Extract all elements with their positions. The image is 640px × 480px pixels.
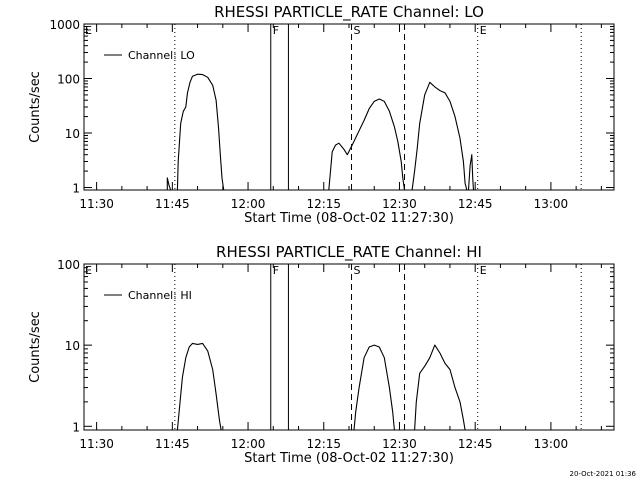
y-tick-label: 1 [72,420,80,434]
x-tick-label: 12:00 [231,197,266,211]
chart-panel-hi: RHESSI PARTICLE_RATE Channel: HI 11:30 11:… [28,243,615,466]
event-marker-label: S [354,264,361,277]
y-tick-label: 100 [57,73,80,87]
event-marker-label: F [273,264,279,277]
chart-title: RHESSI PARTICLE_RATE Channel: HI [216,243,482,262]
series-line-segment [328,98,406,191]
edge-marker-label: E [85,264,92,277]
x-tick-label: 12:00 [231,437,266,451]
event-marker-label: E [480,264,487,277]
x-tick-label: 11:30 [79,437,114,451]
y-tick-label: 100 [57,258,80,272]
event-marker-label: E [480,24,487,37]
series-line-segment [414,344,466,431]
series-line-segment [353,344,395,431]
series-line-segment [411,81,468,191]
legend-label: Channel: HI [128,289,192,302]
x-tick-label: 12:30 [382,437,417,451]
event-marker-label: S [354,24,361,37]
y-axis-label: Counts/sec [28,311,43,383]
x-tick-label: 12:30 [382,197,417,211]
y-tick-label: 1000 [49,18,80,32]
series-line-segment [176,342,222,431]
x-tick-label: 13:00 [534,437,569,451]
chart-panel-lo: RHESSI PARTICLE_RATE Channel: LO 11:30 11:… [28,3,615,226]
x-axis-label: Start Time (08-Oct-02 11:27:30) [244,451,454,466]
legend: Channel: LO [104,49,195,62]
series-line-segment [467,154,475,191]
x-tick-label: 11:30 [79,197,114,211]
y-tick-label: 10 [65,339,80,353]
series-line-segment [166,177,172,191]
legend-label: Channel: LO [128,49,195,62]
y-axis-label: Counts/sec [28,71,43,143]
x-tick-label: 12:15 [306,437,341,451]
event-marker-label: F [273,24,279,37]
x-tick-label: 12:45 [458,437,493,451]
x-tick-label: 12:45 [458,197,493,211]
x-axis-label: Start Time (08-Oct-02 11:27:30) [244,211,454,226]
legend: Channel: HI [104,289,192,302]
y-tick-label: 10 [65,127,80,141]
series-line-segment [176,73,225,191]
chart-title: RHESSI PARTICLE_RATE Channel: LO [214,3,484,22]
y-tick-label: 1 [72,182,80,196]
x-tick-label: 11:45 [155,437,190,451]
x-tick-label: 11:45 [155,197,190,211]
x-tick-label: 12:15 [306,197,341,211]
x-tick-label: 13:00 [534,197,569,211]
edge-marker-label: E [85,24,92,37]
generation-timestamp: 20-Oct-2021 01:36 [569,470,636,478]
